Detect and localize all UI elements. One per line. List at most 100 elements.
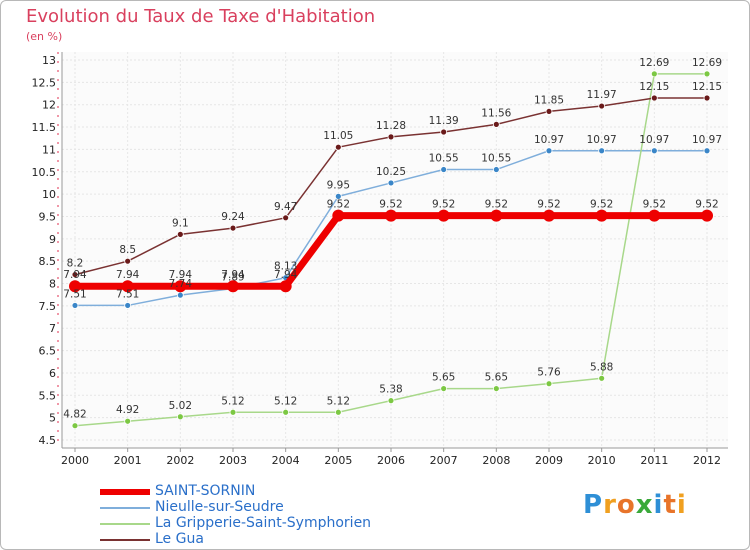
data-point <box>334 408 342 416</box>
data-label: 9.47 <box>274 201 297 213</box>
data-label: 12.15 <box>639 81 669 93</box>
chart-title: Evolution du Taux de Taxe d'Habitation <box>26 6 376 27</box>
data-label: 7.94 <box>116 269 140 281</box>
data-label: 4.92 <box>116 404 139 416</box>
data-label: 7.94 <box>63 269 87 281</box>
data-point <box>176 413 184 421</box>
data-point <box>124 257 132 265</box>
y-tick-label: 9.5 <box>39 210 57 223</box>
data-point <box>124 302 132 309</box>
data-label: 12.69 <box>692 57 722 69</box>
data-point <box>227 280 239 293</box>
y-tick-label: 12 <box>42 99 56 112</box>
data-label: 9.52 <box>327 199 350 211</box>
data-point <box>282 408 290 416</box>
logo-letter: i <box>653 490 664 520</box>
data-point <box>492 120 500 128</box>
data-label: 5.88 <box>590 361 613 373</box>
data-point <box>334 192 342 200</box>
data-label: 7.74 <box>169 278 193 290</box>
data-label: 5.76 <box>537 367 561 379</box>
data-point <box>387 179 395 187</box>
y-tick-label: 6.5 <box>39 345 57 358</box>
data-point <box>334 143 342 151</box>
x-tick-label: 2009 <box>535 454 563 467</box>
data-point <box>650 70 658 78</box>
data-label: 11.97 <box>587 89 617 101</box>
data-point <box>440 166 448 173</box>
data-label: 7.94 <box>274 269 298 281</box>
data-point <box>492 385 500 392</box>
data-label: 11.56 <box>481 107 511 119</box>
data-point <box>598 102 606 110</box>
data-point <box>332 209 345 222</box>
logo-letter: P <box>583 490 604 520</box>
data-label: 9.52 <box>485 199 508 211</box>
data-label: 5.02 <box>169 400 192 412</box>
data-point <box>229 224 237 232</box>
data-label: 9.1 <box>172 217 189 229</box>
y-tick-label: 5.5 <box>39 389 57 402</box>
data-point <box>595 209 608 222</box>
y-tick-label: 7.5 <box>39 300 57 313</box>
x-tick-label: 2003 <box>219 454 247 467</box>
y-tick-label: 8 <box>49 278 56 291</box>
data-point <box>703 70 711 78</box>
y-tick-label: 7 <box>49 322 56 335</box>
legend-swatch <box>100 523 150 525</box>
y-tick-label: 4.5 <box>39 434 57 447</box>
data-point <box>650 147 658 155</box>
x-tick-label: 2001 <box>114 454 142 467</box>
logo-letter: o <box>616 490 636 520</box>
data-label: 5.12 <box>221 395 244 407</box>
data-point <box>229 408 237 416</box>
data-label: 12.69 <box>639 57 669 69</box>
data-point <box>71 422 79 430</box>
data-label: 9.52 <box>643 199 666 211</box>
data-point <box>437 209 450 222</box>
data-label: 9.52 <box>590 199 613 211</box>
data-label: 11.28 <box>376 120 406 132</box>
data-label: 5.12 <box>327 395 350 407</box>
data-point <box>176 291 184 299</box>
y-tick-label: 10.5 <box>32 166 57 179</box>
data-label: 10.97 <box>587 134 617 146</box>
data-label: 5.38 <box>379 384 402 396</box>
data-point <box>71 271 79 278</box>
data-label: 9.52 <box>379 199 402 211</box>
x-tick-label: 2000 <box>61 454 89 467</box>
x-tick-label: 2012 <box>693 454 721 467</box>
data-label: 11.39 <box>429 115 459 127</box>
y-tick-label: 5 <box>49 412 56 425</box>
data-point <box>543 209 555 222</box>
data-point <box>545 147 553 155</box>
y-tick-label: 8.5 <box>39 255 57 268</box>
legend-swatch <box>100 507 150 509</box>
data-point <box>492 166 500 173</box>
data-point <box>174 280 187 293</box>
data-label: 9.52 <box>537 199 560 211</box>
logo-letter: t <box>663 490 677 520</box>
data-point <box>387 133 395 141</box>
data-point <box>387 397 395 405</box>
data-label: 8.2 <box>67 258 84 270</box>
data-label: 10.25 <box>376 166 406 178</box>
data-point <box>69 280 81 293</box>
data-point <box>176 230 184 238</box>
legend-label: Nieulle-sur-Seudre <box>155 499 284 515</box>
data-label: 7.89 <box>221 271 244 283</box>
data-label: 7.94 <box>221 269 245 281</box>
data-label: 10.55 <box>429 153 459 165</box>
y-tick-label: 9 <box>49 233 56 246</box>
data-point <box>598 374 606 382</box>
x-tick-label: 2006 <box>377 454 405 467</box>
data-point <box>71 302 79 309</box>
x-tick-label: 2008 <box>482 454 510 467</box>
data-point <box>279 280 292 293</box>
data-label: 10.55 <box>481 153 511 165</box>
data-point <box>545 108 553 115</box>
y-tick-label: 11.5 <box>32 121 57 134</box>
data-label: 11.05 <box>323 130 353 142</box>
data-label: 7.51 <box>63 288 86 300</box>
